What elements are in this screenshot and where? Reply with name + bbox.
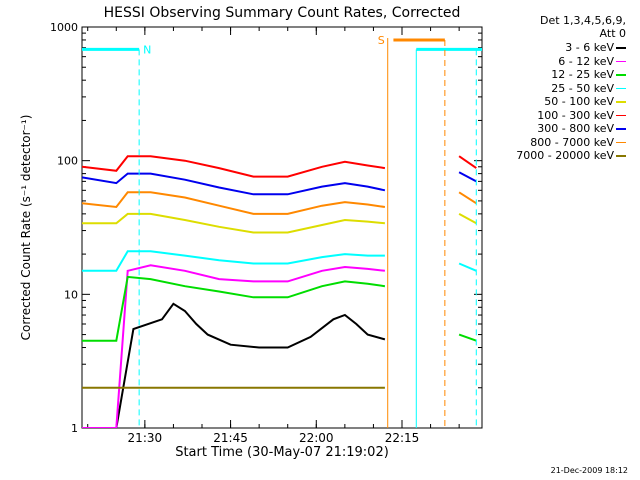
legend-entry: 3 - 6 keV [486, 41, 626, 55]
legend-swatch [616, 155, 626, 157]
legend-title-line-2: Att 0 [599, 27, 626, 40]
series-line [82, 191, 386, 215]
legend-label: 800 - 7000 keV [530, 135, 614, 149]
legend-swatch [616, 60, 626, 62]
legend-swatch [616, 47, 626, 49]
legend-swatch [616, 128, 626, 130]
series-tail-line [458, 262, 477, 272]
legend-label: 25 - 50 keV [551, 81, 614, 95]
legend-label: 3 - 6 keV [565, 41, 614, 54]
series-tail-line [458, 213, 477, 225]
legend-entry: 800 - 7000 keV [486, 136, 626, 150]
plot-frame [81, 26, 483, 429]
legend-swatch [616, 101, 626, 103]
legend-swatch [616, 141, 626, 143]
legend-title: Det 1,3,4,5,6,9, Att 0 [486, 14, 626, 40]
y-tick-label: 1 [71, 422, 78, 435]
saa-marker-label: S [378, 34, 385, 47]
series-line [82, 302, 386, 428]
series-tail-line [458, 171, 477, 183]
chart-title: HESSI Observing Summary Count Rates, Cor… [104, 5, 461, 21]
series-tail-line [458, 333, 477, 342]
y-axis-label: Corrected Count Rate (s⁻¹ detector⁻¹) [19, 115, 33, 341]
generation-date: 21-Dec-2009 18:12 [550, 466, 628, 475]
x-tick-label: 22:00 [299, 431, 334, 445]
legend-label: 7000 - 20000 keV [516, 149, 614, 162]
legend-label: 100 - 300 keV [537, 108, 614, 122]
series-tail-line [458, 191, 477, 205]
legend-label: 50 - 100 keV [544, 95, 614, 108]
legend-label: 6 - 12 keV [558, 54, 614, 68]
night-marker-label: N [143, 43, 151, 56]
x-tick-label: 21:45 [213, 431, 248, 445]
legend-entry: 7000 - 20000 keV [486, 149, 626, 163]
x-tick-label: 22:15 [385, 431, 420, 445]
series-line [82, 155, 386, 178]
legend-entry: 100 - 300 keV [486, 109, 626, 123]
legend-entry: 12 - 25 keV [486, 68, 626, 82]
legend-label: 12 - 25 keV [551, 68, 614, 81]
series-line [82, 275, 386, 342]
legend-swatch [616, 74, 626, 76]
y-tick-label: 1000 [50, 21, 78, 34]
legend-swatch [616, 114, 626, 116]
x-axis-label: Start Time (30-May-07 21:19:02) [175, 445, 389, 460]
series-line [82, 212, 385, 234]
legend-entry: 25 - 50 keV [486, 82, 626, 96]
legend: 3 - 6 keV 6 - 12 keV 12 - 25 keV 25 - 50… [486, 41, 626, 163]
series-line [82, 250, 385, 272]
legend-entry: 6 - 12 keV [486, 55, 626, 69]
y-tick-label: 100 [57, 155, 78, 168]
legend-swatch [616, 87, 626, 89]
legend-title-line-1: Det 1,3,4,5,6,9, [539, 14, 626, 27]
series-line [82, 264, 386, 428]
series-tail-line [458, 155, 477, 169]
x-tick-label: 21:30 [128, 431, 163, 445]
legend-entry: 300 - 800 keV [486, 122, 626, 136]
y-tick-label: 10 [64, 288, 78, 301]
series-line [82, 172, 386, 196]
legend-entry: 50 - 100 keV [486, 95, 626, 109]
legend-label: 300 - 800 keV [537, 122, 614, 135]
